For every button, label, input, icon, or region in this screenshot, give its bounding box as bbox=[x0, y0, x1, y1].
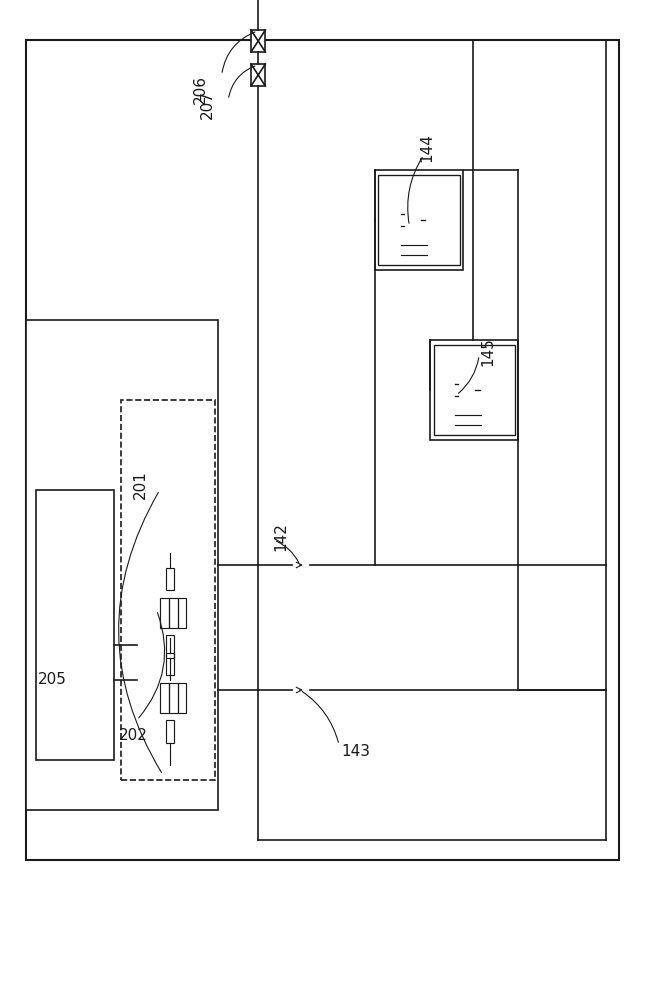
Text: 201: 201 bbox=[132, 471, 148, 499]
Text: 206: 206 bbox=[193, 76, 209, 104]
Bar bbox=[166, 635, 174, 658]
Circle shape bbox=[202, 615, 209, 625]
Circle shape bbox=[202, 585, 209, 595]
Bar bbox=[36, 490, 114, 760]
Bar bbox=[178, 597, 186, 628]
Text: 202: 202 bbox=[119, 728, 148, 742]
Bar bbox=[375, 170, 463, 270]
Bar bbox=[251, 30, 265, 52]
Circle shape bbox=[202, 650, 209, 660]
Bar bbox=[160, 597, 169, 628]
Bar bbox=[166, 567, 174, 590]
Bar bbox=[178, 682, 186, 712]
Bar bbox=[166, 720, 174, 742]
Text: 144: 144 bbox=[419, 134, 435, 162]
Bar bbox=[160, 682, 169, 712]
Circle shape bbox=[202, 665, 209, 675]
Bar bbox=[251, 64, 265, 86]
Bar bbox=[378, 175, 460, 265]
Text: 145: 145 bbox=[480, 338, 496, 366]
Circle shape bbox=[202, 700, 209, 710]
Bar bbox=[166, 653, 174, 675]
Bar bbox=[170, 597, 177, 628]
Circle shape bbox=[202, 735, 209, 745]
Bar bbox=[434, 345, 515, 435]
Text: 205: 205 bbox=[38, 672, 67, 688]
Text: 143: 143 bbox=[341, 744, 370, 760]
Bar bbox=[121, 400, 215, 780]
Text: 142: 142 bbox=[273, 523, 288, 551]
Bar bbox=[26, 320, 218, 810]
Bar bbox=[26, 40, 619, 860]
Text: 207: 207 bbox=[200, 91, 215, 119]
Bar bbox=[170, 682, 177, 712]
Bar bbox=[430, 340, 518, 440]
